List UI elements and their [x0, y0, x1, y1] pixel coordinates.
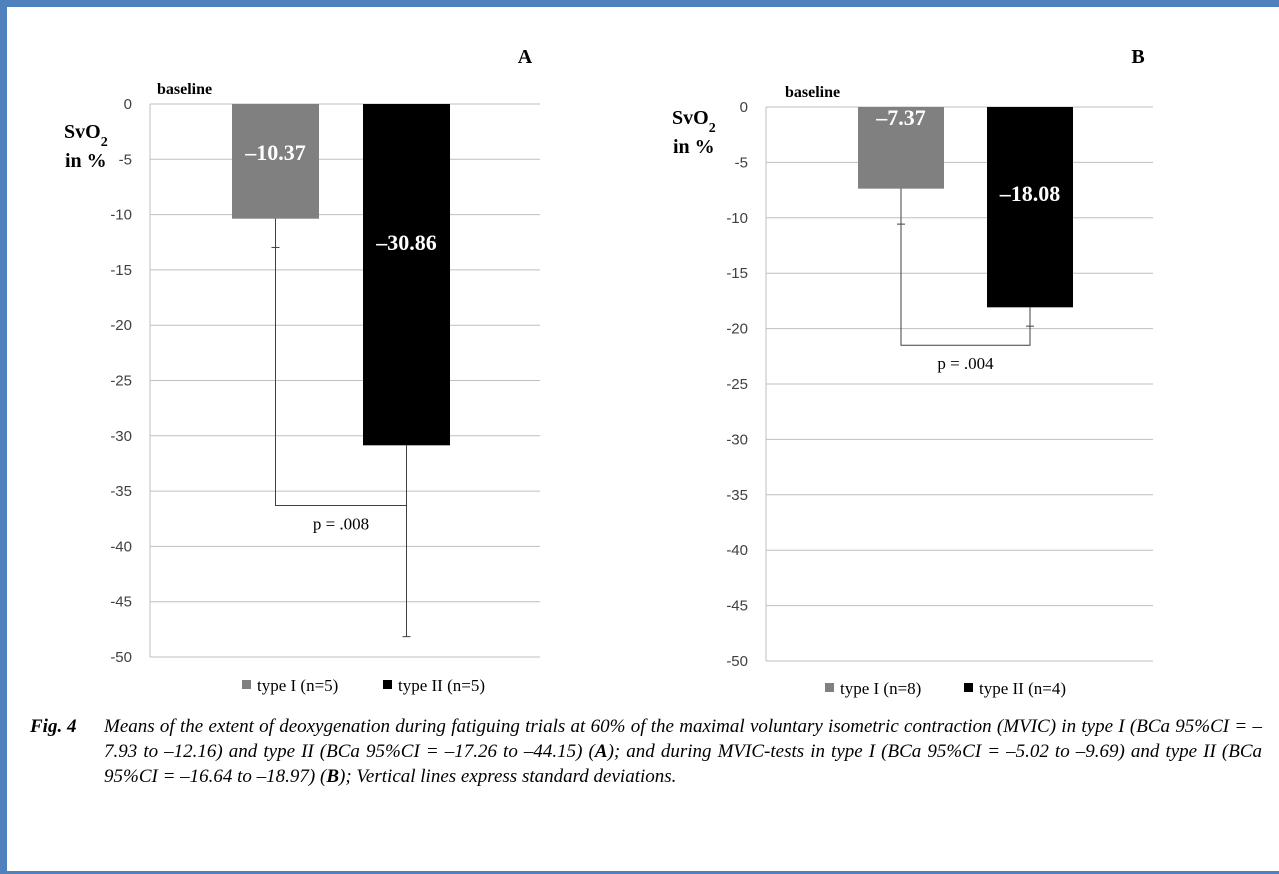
baseline-label: baseline	[785, 84, 840, 101]
legend-swatch	[964, 683, 973, 692]
caption-ref-a: A	[594, 741, 608, 762]
caption-label: Fig. 4	[30, 716, 77, 737]
bar-type-i	[232, 104, 319, 219]
y-tick-label: -20	[726, 321, 748, 338]
y-tick-label: -50	[110, 649, 132, 666]
y-tick-label: -35	[726, 487, 748, 504]
significance-bracket	[900, 188, 1031, 346]
bar-type-ii	[987, 107, 1073, 308]
legend-entry: type I (n=5)	[257, 676, 338, 695]
y-axis-label: SvO2	[672, 107, 716, 136]
y-tick-label: -40	[726, 542, 748, 559]
y-tick-label: -45	[110, 594, 132, 611]
y-tick-label: -45	[726, 598, 748, 615]
caption-text: Means of the extent of deoxygenation dur…	[104, 714, 1262, 789]
p-value-label: p = .004	[937, 354, 994, 373]
y-tick-label: -35	[110, 483, 132, 500]
legend-entry: type II (n=5)	[398, 676, 485, 695]
y-tick-label: -20	[110, 317, 132, 334]
legend-swatch	[383, 680, 392, 689]
y-tick-label: -30	[110, 428, 132, 445]
y-axis-label: SvO2	[64, 121, 108, 150]
bar-value-label: –7.37	[875, 105, 926, 130]
bar-value-label: –30.86	[375, 230, 437, 255]
y-axis-label-unit: in %	[673, 136, 715, 158]
p-value-label: p = .008	[313, 514, 369, 533]
caption-text-1: Means of the extent of deoxygenation dur…	[104, 716, 1262, 762]
caption-text-3: ); Vertical lines express standard devia…	[339, 766, 677, 787]
bar-value-label: –10.37	[244, 140, 306, 165]
y-tick-label: -40	[110, 538, 132, 555]
caption-ref-b: B	[326, 766, 340, 787]
y-axis-label-unit: in %	[65, 150, 107, 172]
y-tick-label: -5	[735, 154, 748, 171]
significance-bracket	[275, 218, 407, 506]
bar-value-label: –18.08	[999, 181, 1061, 206]
caption-text-2: ); and during MVIC-tests in type I (BCa …	[104, 741, 1263, 787]
y-tick-label: 0	[740, 99, 748, 116]
y-tick-label: 0	[124, 96, 132, 113]
panel-letter: B	[1131, 46, 1144, 68]
legend-swatch	[825, 683, 834, 692]
y-tick-label: -10	[726, 210, 748, 227]
y-tick-label: -25	[110, 373, 132, 390]
y-tick-label: -25	[726, 376, 748, 393]
bar-type-i	[858, 107, 944, 189]
chart-panel-b: 0 -5 -10 -15 -20 -25 -30 -35 -40 -45 -50 –7.37 –18.0…	[672, 46, 1153, 698]
figure-charts: 0-5-10-15-20-25-30-35-40-45-50–10.37–30.…	[64, 46, 1153, 698]
y-tick-label: -30	[726, 431, 748, 448]
legend-entry: type I (n=8)	[840, 679, 921, 698]
chart-panel-a: 0 -5 -10 -15 -20 -25 -30 -35 -40 -45 -50 –10.37 –30.…	[64, 46, 540, 695]
y-tick-label: -15	[726, 265, 748, 282]
y-tick-label: -50	[726, 653, 748, 670]
figure-caption: Fig. 4 Means of the extent of deoxygenat…	[30, 714, 1262, 789]
y-tick-label: -15	[110, 262, 132, 279]
legend-swatch	[242, 680, 251, 689]
legend-entry: type II (n=4)	[979, 679, 1066, 698]
y-tick-label: -10	[110, 207, 132, 224]
panel-letter: A	[518, 46, 533, 68]
baseline-label: baseline	[157, 81, 212, 98]
y-tick-label: -5	[119, 151, 132, 168]
bar-type-ii	[363, 104, 450, 446]
